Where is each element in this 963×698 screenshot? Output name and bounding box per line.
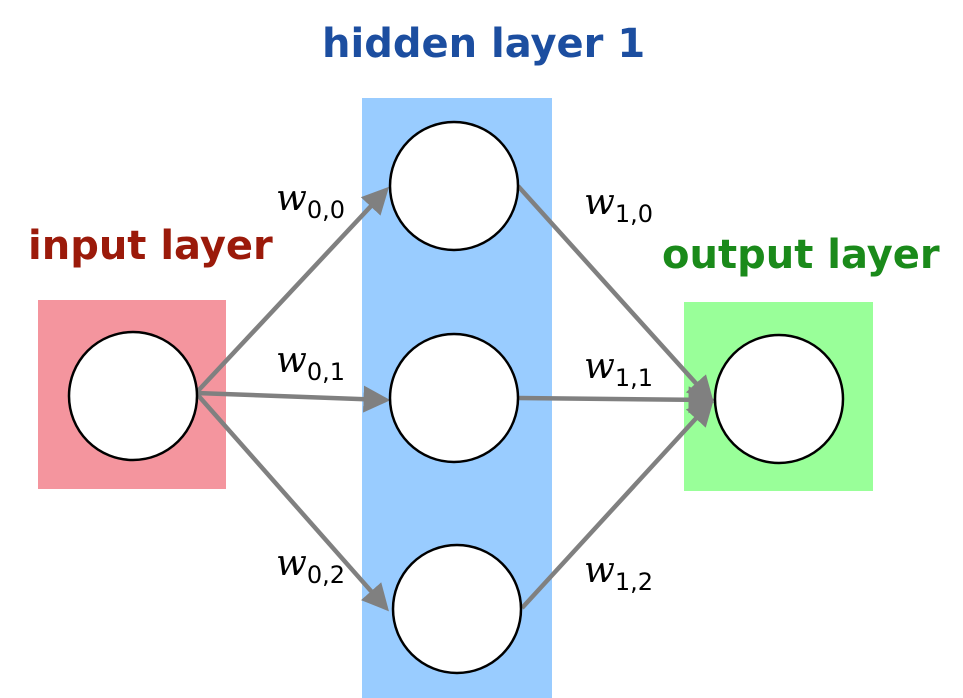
weight-subscript: 1,1 xyxy=(615,364,653,392)
weight-symbol: w xyxy=(276,543,307,584)
output-node xyxy=(713,333,845,465)
weight-subscript: 0,0 xyxy=(307,196,345,224)
edge-hidden-0-to-output xyxy=(516,184,715,404)
weight-symbol: w xyxy=(584,550,615,591)
hidden-layer-title: hidden layer 1 xyxy=(322,21,646,67)
weight-label-w12: w1,2 xyxy=(584,550,653,596)
weight-symbol: w xyxy=(276,178,307,219)
weight-subscript: 1,2 xyxy=(615,568,653,596)
weight-subscript: 1,0 xyxy=(615,200,653,228)
weight-subscript: 0,2 xyxy=(307,561,345,589)
hidden-node-1 xyxy=(388,332,520,464)
weight-symbol: w xyxy=(584,182,615,223)
weight-symbol: w xyxy=(584,346,615,387)
edge-input-to-hidden-2 xyxy=(194,391,389,612)
weight-subscript: 0,1 xyxy=(307,358,345,386)
edge-input-to-hidden-0 xyxy=(194,186,390,395)
hidden-node-2 xyxy=(391,543,523,675)
hidden-node-0 xyxy=(388,120,520,252)
weight-label-w02: w0,2 xyxy=(276,543,345,589)
weight-label-w01: w0,1 xyxy=(276,340,345,386)
weight-label-w10: w1,0 xyxy=(584,182,653,228)
input-node xyxy=(67,330,199,462)
weight-label-w00: w0,0 xyxy=(276,178,345,224)
edge-hidden-2-to-output xyxy=(520,398,715,610)
output-layer-title: output layer xyxy=(662,232,940,278)
input-layer-title: input layer xyxy=(28,223,273,269)
weight-label-w11: w1,1 xyxy=(584,346,653,392)
edge-hidden-1-to-output xyxy=(517,386,716,414)
weight-symbol: w xyxy=(276,340,307,381)
edge-input-to-hidden-1 xyxy=(195,385,391,413)
